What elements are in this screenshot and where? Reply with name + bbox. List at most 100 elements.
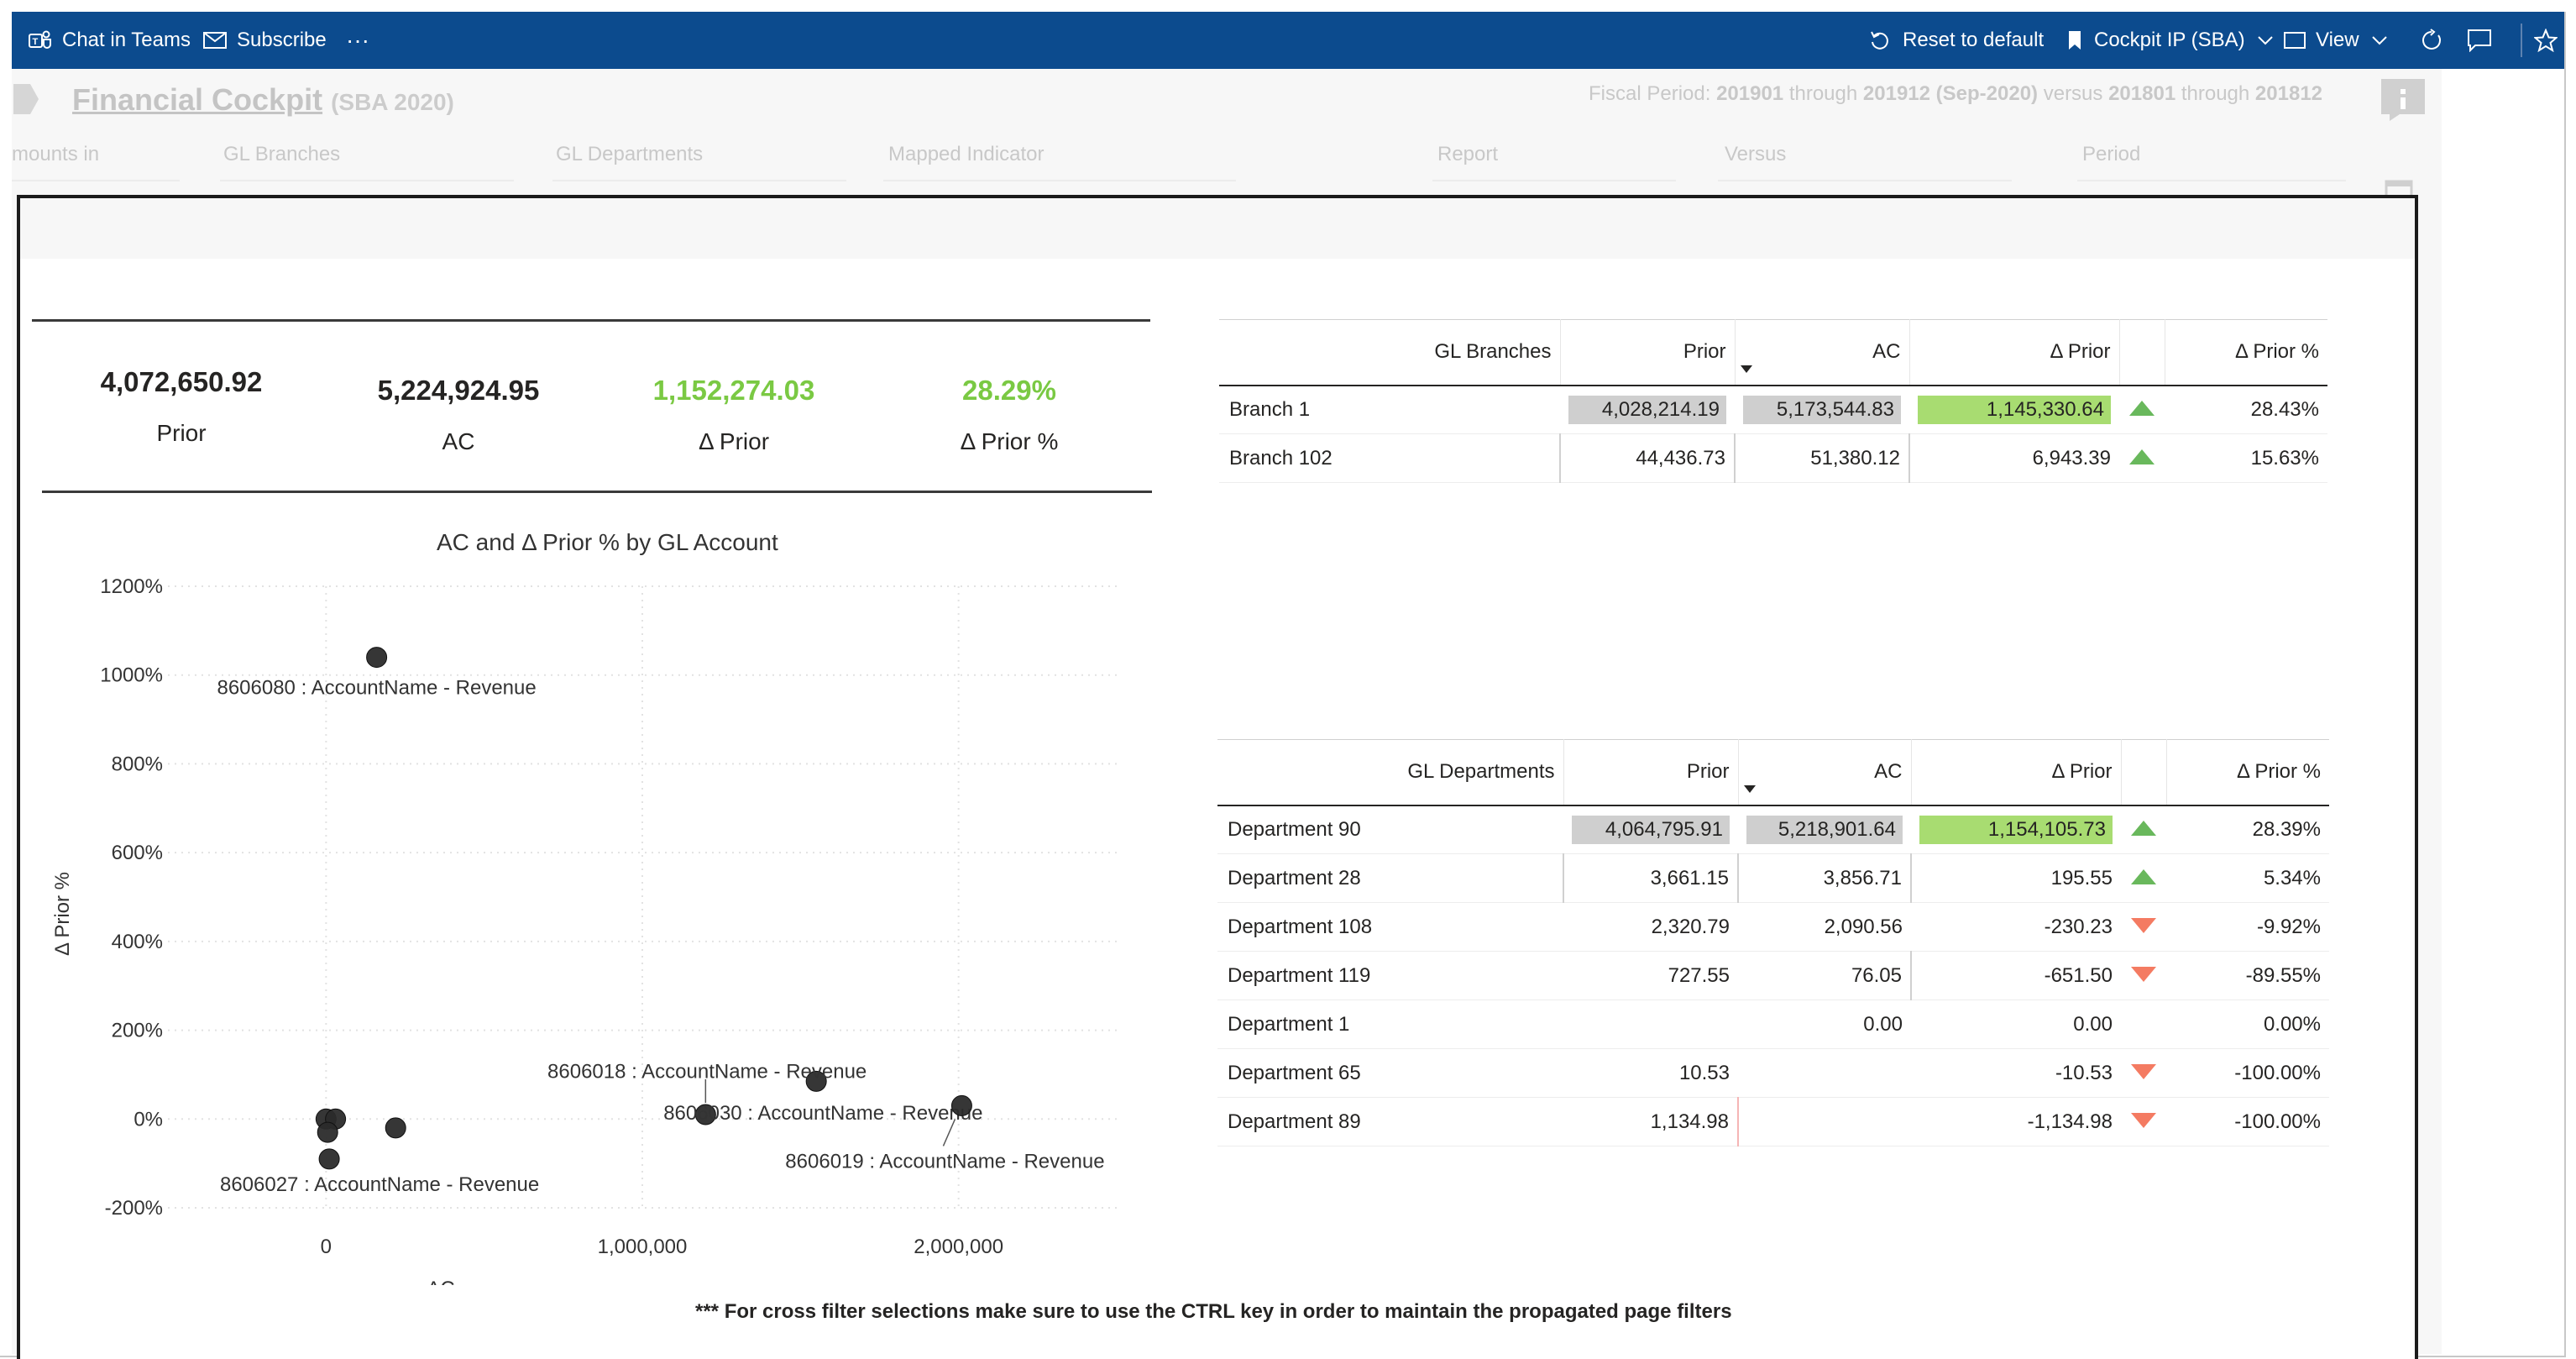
point-label: 8606019 : AccountName - Revenue [785, 1150, 1104, 1173]
svg-text:T: T [33, 37, 39, 47]
row-label: Department 89 [1217, 1097, 1563, 1146]
kpi-delta-prior-pct: 28.29% Δ Prior % [875, 375, 1144, 455]
divider [2521, 24, 2522, 57]
view-dropdown[interactable]: View [2284, 12, 2388, 69]
table-header-row: GL Departments Prior AC Δ Prior Δ Prior … [1217, 739, 2329, 805]
y-tick-label: 1000% [100, 664, 163, 687]
cell-pct: 0.00% [2166, 1000, 2329, 1049]
fiscal-versus: versus [2043, 82, 2103, 105]
cell-prior: 2,320.79 [1563, 902, 1738, 952]
column-header-prior[interactable]: Prior [1559, 319, 1735, 386]
kpi-label: Prior [156, 420, 207, 446]
gl-branches-table: GL Branches Prior AC Δ Prior Δ Prior % B… [1219, 319, 2327, 483]
y-axis-label: Δ Prior % [51, 872, 74, 956]
more-options-button[interactable]: ··· [346, 12, 369, 69]
slicer-underline [2077, 180, 2346, 181]
cell-delta: -10.53 [1911, 1048, 2121, 1098]
column-header-gl-branches[interactable]: GL Branches [1434, 340, 1552, 364]
cell-pct: -89.55% [2166, 951, 2329, 1000]
table-row[interactable]: Department 28 3,661.15 3,856.71 195.55 5… [1217, 853, 2329, 903]
y-tick-label: -200% [105, 1197, 163, 1220]
cell-pct: 28.39% [2166, 805, 2329, 854]
home-icon [12, 81, 40, 122]
slicer-amounts[interactable]: mounts in [12, 143, 100, 165]
slicer-mapped-indicator[interactable]: Mapped Indicator [888, 143, 1045, 165]
fiscal-period-text: Fiscal Period: 201901 through 201912 (Se… [1589, 82, 2322, 106]
slicer-underline [1432, 180, 1676, 181]
cell-pct: 28.43% [2165, 385, 2327, 434]
slicer-underline [883, 180, 1236, 181]
column-header-prior[interactable]: Prior [1563, 739, 1738, 805]
info-icon[interactable] [2380, 77, 2427, 127]
table-row[interactable]: Department 108 2,320.79 2,090.56 -230.23… [1217, 902, 2329, 952]
cell-delta: 1,145,330.64 [1909, 385, 2119, 434]
column-header-delta-prior-pct[interactable]: Δ Prior % [2164, 319, 2327, 386]
scatter-chart: 1200% 1000% 800% 600% 400% 200% 0% -200% 0 1,000,… [51, 575, 1117, 1285]
table-row[interactable]: Department 119 727.55 76.05 -651.50 -89.… [1217, 951, 2329, 1000]
comments-button[interactable] [2467, 12, 2492, 69]
table-row[interactable]: Department 90 4,064,795.91 5,218,901.64 … [1217, 805, 2329, 854]
slicer-versus[interactable]: Versus [1725, 143, 1787, 165]
kpi-label: Δ Prior % [960, 428, 1059, 454]
kpi-label: AC [442, 428, 475, 454]
bookmark-dropdown[interactable]: Cockpit IP (SBA) [2067, 12, 2274, 69]
kpi-top-rule [32, 319, 1150, 322]
cell-trend [2121, 1048, 2166, 1098]
point-label: 8606027 : AccountName - Revenue [220, 1173, 539, 1196]
reset-icon [1869, 29, 1891, 51]
cell-pct: -100.00% [2166, 1048, 2329, 1098]
table-row[interactable]: Branch 102 44,436.73 51,380.12 6,943.39 … [1219, 433, 2327, 483]
slicer-period[interactable]: Period [2082, 143, 2141, 165]
cell-ac: 2,090.56 [1738, 902, 1911, 952]
scatter-point [317, 1121, 338, 1143]
scatter-point [694, 1104, 716, 1126]
table-row[interactable]: Department 89 1,134.98 -1,134.98 -100.00… [1217, 1097, 2329, 1146]
fiscal-from: 201901 [1716, 82, 1784, 105]
scatter-point [385, 1117, 406, 1139]
cell-value: 1,154,105.73 [1919, 815, 2113, 844]
fiscal-versus-from: 201801 [2108, 82, 2176, 105]
column-header-ac[interactable]: AC [1737, 739, 1911, 805]
kpi-delta-prior: 1,152,274.03 Δ Prior [599, 375, 868, 455]
row-label: Branch 102 [1219, 433, 1560, 483]
column-header-delta-prior[interactable]: Δ Prior [1908, 319, 2119, 386]
chat-in-teams-button[interactable]: T Chat in Teams [29, 12, 191, 69]
cell-trend [2119, 433, 2165, 483]
slicer-report[interactable]: Report [1437, 143, 1499, 165]
fiscal-through: through [2181, 82, 2250, 105]
column-header-ac[interactable]: AC [1734, 319, 1909, 386]
slicer-underline [1718, 180, 2012, 181]
slicer-underline [220, 180, 514, 181]
subscribe-button[interactable]: Subscribe [203, 12, 327, 69]
cell-prior: 3,661.15 [1563, 853, 1738, 903]
column-header-gl-departments[interactable]: GL Departments [1407, 760, 1555, 784]
table-row[interactable]: Branch 1 4,028,214.19 5,173,544.83 1,145… [1219, 385, 2327, 434]
cell-ac: 0.00 [1738, 1000, 1911, 1049]
fiscal-prefix: Fiscal Period: [1589, 82, 1711, 105]
row-label: Department 108 [1217, 902, 1563, 952]
column-header-delta-prior-pct[interactable]: Δ Prior % [2165, 739, 2329, 805]
cell-trend [2121, 1000, 2166, 1049]
slicer-gl-departments[interactable]: GL Departments [556, 143, 704, 165]
cell-pct: -100.00% [2166, 1097, 2329, 1146]
row-label: Department 1 [1217, 1000, 1563, 1049]
refresh-button[interactable] [2420, 12, 2443, 69]
report-title[interactable]: Financial Cockpit [72, 82, 323, 117]
column-header-trend [2120, 739, 2166, 805]
table-header-row: GL Branches Prior AC Δ Prior Δ Prior % [1219, 319, 2327, 386]
visual-header [20, 198, 2415, 259]
column-header-delta-prior[interactable]: Δ Prior [1910, 739, 2121, 805]
reset-to-default-button[interactable]: Reset to default [1869, 12, 2044, 69]
table-row[interactable]: Department 1 0.00 0.00 0.00% [1217, 1000, 2329, 1049]
teams-icon: T [29, 29, 52, 51]
favorite-button[interactable] [2534, 12, 2558, 69]
table-row[interactable]: Department 65 10.53 -10.53 -100.00% [1217, 1048, 2329, 1098]
cell-ac [1738, 1048, 1911, 1098]
column-header-label: AC [1874, 760, 1903, 784]
slicer-gl-branches[interactable]: GL Branches [223, 143, 341, 165]
mail-icon [203, 32, 227, 49]
kpi-value: 28.29% [962, 375, 1056, 406]
point-label: 8606080 : AccountName - Revenue [217, 677, 536, 700]
reset-label: Reset to default [1903, 29, 2045, 51]
kpi-label: Δ Prior [698, 428, 770, 454]
